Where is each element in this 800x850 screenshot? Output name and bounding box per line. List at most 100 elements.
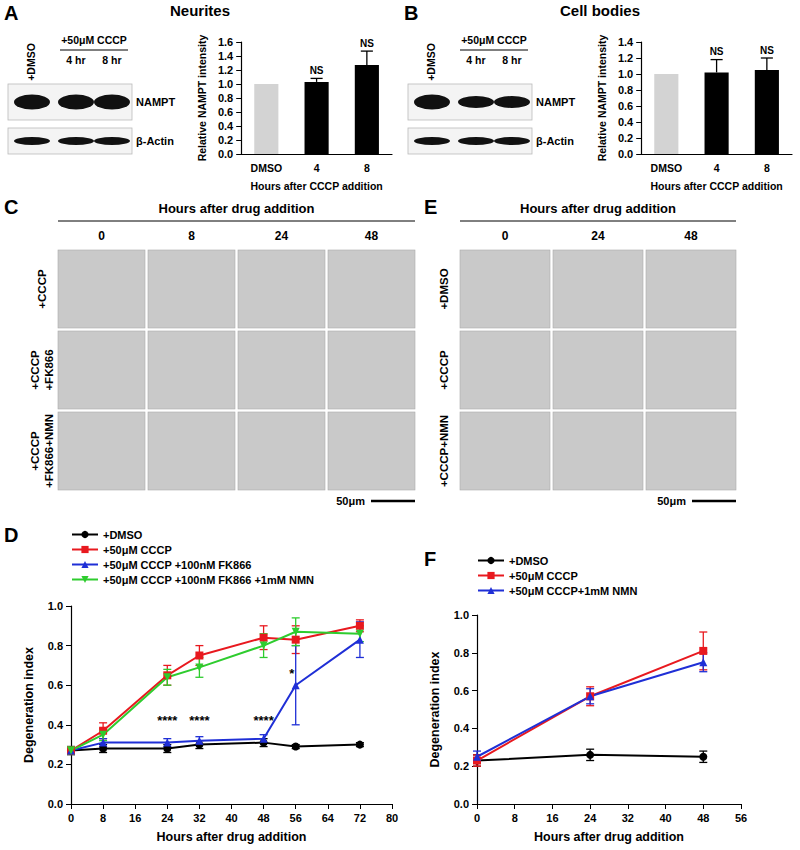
svg-text:NS: NS bbox=[710, 46, 724, 57]
svg-text:8: 8 bbox=[188, 229, 195, 243]
svg-text:48: 48 bbox=[697, 812, 709, 824]
svg-text:0.8: 0.8 bbox=[48, 640, 63, 652]
svg-text:32: 32 bbox=[193, 812, 205, 824]
svg-text:0: 0 bbox=[474, 812, 480, 824]
svg-text:0.8: 0.8 bbox=[454, 647, 469, 659]
svg-text:NS: NS bbox=[360, 38, 374, 49]
svg-text:+50μM CCCP: +50μM CCCP bbox=[509, 570, 578, 582]
svg-text:1.0: 1.0 bbox=[218, 78, 233, 90]
svg-text:0.4: 0.4 bbox=[218, 120, 234, 132]
svg-text:50μm: 50μm bbox=[336, 495, 365, 507]
svg-text:1.0: 1.0 bbox=[618, 68, 633, 80]
svg-text:0.8: 0.8 bbox=[618, 84, 633, 96]
svg-text:4 hr: 4 hr bbox=[466, 54, 485, 66]
svg-text:56: 56 bbox=[735, 812, 747, 824]
svg-text:24: 24 bbox=[591, 229, 605, 243]
svg-text:16: 16 bbox=[129, 812, 141, 824]
svg-text:1.2: 1.2 bbox=[218, 64, 233, 76]
svg-text:E: E bbox=[424, 196, 437, 218]
svg-text:8: 8 bbox=[100, 812, 106, 824]
svg-text:+DMSO: +DMSO bbox=[509, 555, 549, 567]
svg-text:****: **** bbox=[253, 713, 274, 728]
svg-text:DMSO: DMSO bbox=[251, 162, 283, 174]
svg-text:24: 24 bbox=[584, 812, 597, 824]
svg-text:+DMSO: +DMSO bbox=[103, 529, 143, 541]
svg-text:72: 72 bbox=[354, 812, 366, 824]
svg-text:64: 64 bbox=[322, 812, 335, 824]
svg-text:24: 24 bbox=[161, 812, 174, 824]
svg-text:0.8: 0.8 bbox=[218, 92, 233, 104]
svg-text:0.0: 0.0 bbox=[48, 798, 63, 810]
svg-text:Hours after drug addition: Hours after drug addition bbox=[157, 830, 307, 844]
svg-text:+CCCP+NMN: +CCCP+NMN bbox=[438, 415, 450, 487]
svg-text:8: 8 bbox=[364, 162, 370, 174]
svg-text:1.2: 1.2 bbox=[618, 52, 633, 64]
svg-text:24: 24 bbox=[275, 229, 289, 243]
svg-text:8: 8 bbox=[764, 162, 770, 174]
svg-text:16: 16 bbox=[546, 812, 558, 824]
svg-text:+FK866+NMN: +FK866+NMN bbox=[43, 414, 55, 488]
svg-text:+DMSO: +DMSO bbox=[438, 268, 450, 309]
svg-text:Hours after CCCP addition: Hours after CCCP addition bbox=[650, 180, 782, 192]
svg-text:****: **** bbox=[157, 713, 178, 728]
svg-text:D: D bbox=[4, 524, 18, 546]
svg-text:0.2: 0.2 bbox=[618, 132, 633, 144]
svg-text:0.6: 0.6 bbox=[218, 106, 233, 118]
svg-text:1.4: 1.4 bbox=[618, 36, 634, 48]
svg-text:0.6: 0.6 bbox=[48, 679, 63, 691]
svg-text:0.2: 0.2 bbox=[454, 760, 469, 772]
svg-text:40: 40 bbox=[659, 812, 671, 824]
svg-text:0.2: 0.2 bbox=[218, 134, 233, 146]
svg-text:0.0: 0.0 bbox=[454, 798, 469, 810]
svg-text:+DMSO: +DMSO bbox=[425, 43, 437, 81]
svg-text:8 hr: 8 hr bbox=[102, 54, 121, 66]
svg-text:Relative NAMPT intensity: Relative NAMPT intensity bbox=[596, 35, 608, 162]
svg-text:80: 80 bbox=[386, 812, 398, 824]
svg-text:48: 48 bbox=[257, 812, 269, 824]
svg-text:C: C bbox=[4, 196, 18, 218]
svg-text:1.0: 1.0 bbox=[454, 609, 469, 621]
svg-text:A: A bbox=[4, 2, 18, 24]
svg-text:Hours after drug addition: Hours after drug addition bbox=[520, 201, 676, 216]
svg-text:48: 48 bbox=[684, 229, 698, 243]
svg-text:F: F bbox=[424, 548, 436, 570]
svg-text:+50μM CCCP+1mM NMN: +50μM CCCP+1mM NMN bbox=[509, 585, 637, 597]
svg-text:+DMSO: +DMSO bbox=[25, 43, 37, 81]
svg-text:B: B bbox=[404, 2, 418, 24]
svg-text:0.0: 0.0 bbox=[618, 148, 633, 160]
svg-text:+50μM CCCP: +50μM CCCP bbox=[103, 544, 172, 556]
svg-text:0.0: 0.0 bbox=[218, 148, 233, 160]
svg-text:0.4: 0.4 bbox=[618, 116, 634, 128]
svg-text:+50μM CCCP: +50μM CCCP bbox=[61, 34, 127, 46]
svg-text:1.6: 1.6 bbox=[218, 36, 233, 48]
svg-text:4 hr: 4 hr bbox=[66, 54, 85, 66]
svg-text:Relative NAMPT intensity: Relative NAMPT intensity bbox=[196, 35, 208, 162]
svg-text:0.6: 0.6 bbox=[618, 100, 633, 112]
svg-text:1.0: 1.0 bbox=[48, 600, 63, 612]
svg-text:Hours after drug addition: Hours after drug addition bbox=[159, 201, 315, 216]
svg-text:β-Actin: β-Actin bbox=[136, 135, 174, 147]
svg-text:β-Actin: β-Actin bbox=[536, 135, 574, 147]
svg-text:0: 0 bbox=[502, 229, 509, 243]
svg-text:0.2: 0.2 bbox=[48, 758, 63, 770]
svg-text:0: 0 bbox=[98, 229, 105, 243]
svg-text:****: **** bbox=[189, 713, 210, 728]
svg-text:4: 4 bbox=[714, 162, 720, 174]
svg-text:Hours after drug addition: Hours after drug addition bbox=[534, 830, 684, 844]
svg-text:+50μM CCCP: +50μM CCCP bbox=[461, 34, 527, 46]
svg-text:+CCCP: +CCCP bbox=[29, 431, 41, 471]
svg-text:+50μM CCCP +100nM FK866 +1mM N: +50μM CCCP +100nM FK866 +1mM NMN bbox=[103, 574, 314, 586]
svg-text:0.4: 0.4 bbox=[48, 719, 64, 731]
svg-text:48: 48 bbox=[365, 229, 379, 243]
svg-text:1.4: 1.4 bbox=[218, 50, 234, 62]
svg-text:*: * bbox=[289, 666, 295, 681]
svg-text:Degeneration index: Degeneration index bbox=[428, 651, 442, 767]
svg-text:NS: NS bbox=[760, 45, 774, 56]
svg-text:4: 4 bbox=[314, 162, 320, 174]
svg-text:50μm: 50μm bbox=[657, 495, 686, 507]
svg-text:DMSO: DMSO bbox=[651, 162, 683, 174]
svg-text:Hours after CCCP addition: Hours after CCCP addition bbox=[250, 180, 382, 192]
svg-text:+CCCP: +CCCP bbox=[438, 350, 450, 390]
svg-text:+CCCP: +CCCP bbox=[36, 269, 48, 309]
svg-text:8: 8 bbox=[512, 812, 518, 824]
